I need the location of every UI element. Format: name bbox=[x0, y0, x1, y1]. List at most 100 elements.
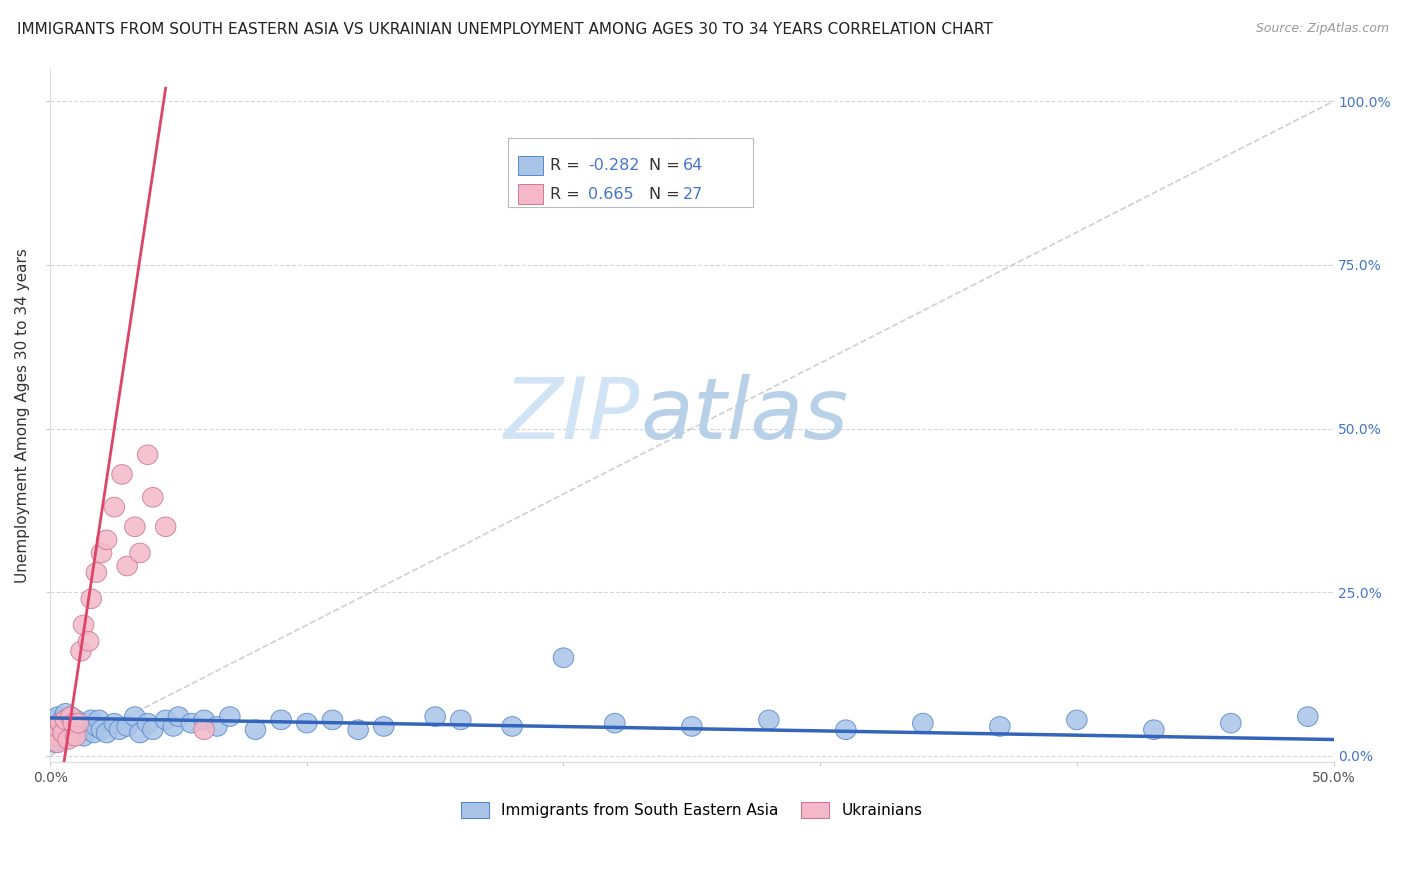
Ellipse shape bbox=[70, 716, 91, 736]
Ellipse shape bbox=[156, 710, 176, 730]
Ellipse shape bbox=[104, 714, 125, 733]
Text: 27: 27 bbox=[682, 186, 703, 202]
Ellipse shape bbox=[86, 716, 107, 736]
Ellipse shape bbox=[83, 723, 104, 743]
Ellipse shape bbox=[605, 714, 626, 733]
Text: ZIP: ZIP bbox=[505, 374, 641, 457]
Ellipse shape bbox=[42, 710, 63, 730]
Ellipse shape bbox=[91, 543, 111, 563]
Ellipse shape bbox=[63, 714, 83, 733]
Ellipse shape bbox=[912, 714, 934, 733]
Text: Source: ZipAtlas.com: Source: ZipAtlas.com bbox=[1256, 22, 1389, 36]
Ellipse shape bbox=[374, 716, 394, 736]
Ellipse shape bbox=[169, 706, 188, 726]
Ellipse shape bbox=[67, 723, 89, 743]
Ellipse shape bbox=[1298, 706, 1317, 726]
Ellipse shape bbox=[55, 710, 76, 730]
Ellipse shape bbox=[48, 723, 67, 743]
Ellipse shape bbox=[58, 714, 79, 733]
Ellipse shape bbox=[51, 730, 70, 749]
Ellipse shape bbox=[66, 720, 86, 739]
Text: R =: R = bbox=[550, 158, 585, 173]
Text: 64: 64 bbox=[682, 158, 703, 173]
Ellipse shape bbox=[55, 704, 76, 723]
Ellipse shape bbox=[142, 720, 163, 739]
Ellipse shape bbox=[66, 710, 86, 730]
Ellipse shape bbox=[97, 530, 117, 549]
Ellipse shape bbox=[104, 498, 125, 517]
Ellipse shape bbox=[73, 726, 94, 746]
Ellipse shape bbox=[42, 726, 63, 746]
Ellipse shape bbox=[125, 517, 145, 537]
Ellipse shape bbox=[42, 720, 63, 739]
Ellipse shape bbox=[322, 710, 343, 730]
Ellipse shape bbox=[759, 710, 779, 730]
Y-axis label: Unemployment Among Ages 30 to 34 years: Unemployment Among Ages 30 to 34 years bbox=[15, 248, 30, 582]
Ellipse shape bbox=[82, 710, 101, 730]
Ellipse shape bbox=[52, 710, 73, 730]
Ellipse shape bbox=[142, 488, 163, 508]
Ellipse shape bbox=[1067, 710, 1087, 730]
Ellipse shape bbox=[450, 710, 471, 730]
Ellipse shape bbox=[245, 720, 266, 739]
Ellipse shape bbox=[1220, 714, 1241, 733]
Ellipse shape bbox=[129, 723, 150, 743]
Ellipse shape bbox=[70, 641, 91, 661]
Ellipse shape bbox=[58, 726, 79, 746]
Ellipse shape bbox=[58, 730, 79, 749]
Ellipse shape bbox=[63, 726, 83, 746]
Ellipse shape bbox=[1143, 720, 1164, 739]
Ellipse shape bbox=[79, 720, 98, 739]
Ellipse shape bbox=[45, 716, 66, 736]
Text: -0.282: -0.282 bbox=[588, 158, 640, 173]
Ellipse shape bbox=[682, 716, 702, 736]
Ellipse shape bbox=[297, 714, 318, 733]
Ellipse shape bbox=[117, 557, 138, 576]
Ellipse shape bbox=[347, 720, 368, 739]
Ellipse shape bbox=[835, 720, 856, 739]
Ellipse shape bbox=[207, 716, 228, 736]
Ellipse shape bbox=[60, 706, 82, 726]
Ellipse shape bbox=[82, 589, 101, 608]
Ellipse shape bbox=[76, 714, 97, 733]
Text: atlas: atlas bbox=[641, 374, 848, 457]
Ellipse shape bbox=[48, 706, 67, 726]
Ellipse shape bbox=[194, 710, 214, 730]
Ellipse shape bbox=[271, 710, 291, 730]
Ellipse shape bbox=[125, 706, 145, 726]
Text: N =: N = bbox=[648, 186, 685, 202]
Text: IMMIGRANTS FROM SOUTH EASTERN ASIA VS UKRAINIAN UNEMPLOYMENT AMONG AGES 30 TO 34: IMMIGRANTS FROM SOUTH EASTERN ASIA VS UK… bbox=[17, 22, 993, 37]
Ellipse shape bbox=[111, 465, 132, 484]
Ellipse shape bbox=[48, 733, 67, 753]
Ellipse shape bbox=[117, 716, 138, 736]
Ellipse shape bbox=[91, 720, 111, 739]
Ellipse shape bbox=[73, 615, 94, 635]
Ellipse shape bbox=[181, 714, 201, 733]
Ellipse shape bbox=[110, 720, 129, 739]
Ellipse shape bbox=[60, 706, 82, 726]
Ellipse shape bbox=[138, 445, 157, 465]
Ellipse shape bbox=[45, 733, 66, 753]
Ellipse shape bbox=[156, 517, 176, 537]
Legend: Immigrants from South Eastern Asia, Ukrainians: Immigrants from South Eastern Asia, Ukra… bbox=[456, 796, 928, 824]
Ellipse shape bbox=[502, 716, 523, 736]
Ellipse shape bbox=[219, 706, 240, 726]
Ellipse shape bbox=[67, 714, 89, 733]
Ellipse shape bbox=[51, 714, 70, 733]
Ellipse shape bbox=[138, 714, 157, 733]
Ellipse shape bbox=[66, 726, 86, 746]
Ellipse shape bbox=[86, 563, 107, 582]
Ellipse shape bbox=[194, 720, 214, 739]
Ellipse shape bbox=[990, 716, 1010, 736]
Ellipse shape bbox=[97, 723, 117, 743]
Text: R =: R = bbox=[550, 186, 591, 202]
Ellipse shape bbox=[45, 726, 66, 746]
Ellipse shape bbox=[163, 716, 184, 736]
Text: 0.665: 0.665 bbox=[588, 186, 634, 202]
Ellipse shape bbox=[51, 714, 70, 733]
Ellipse shape bbox=[60, 723, 82, 743]
Ellipse shape bbox=[129, 543, 150, 563]
Ellipse shape bbox=[425, 706, 446, 726]
Ellipse shape bbox=[89, 710, 110, 730]
Ellipse shape bbox=[52, 726, 73, 746]
